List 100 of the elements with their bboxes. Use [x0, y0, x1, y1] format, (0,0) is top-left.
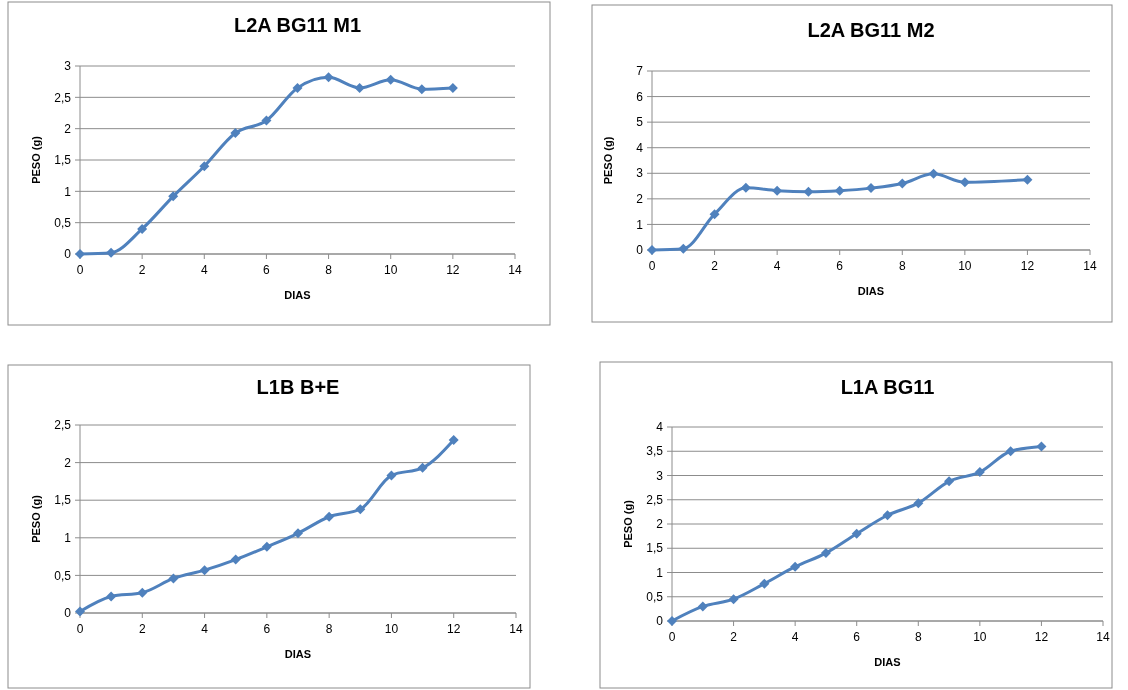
y-axis-title: PESO (g): [602, 136, 614, 185]
x-axis-title: DIAS: [284, 648, 312, 660]
point: [168, 191, 179, 202]
point: [75, 606, 85, 617]
x-tick-label: 2: [138, 263, 146, 277]
point: [416, 84, 427, 95]
y-tick-label: 2: [656, 517, 664, 532]
x-tick-label: 6: [836, 259, 844, 273]
x-tick-label: 0: [668, 630, 676, 644]
point: [709, 209, 720, 220]
point: [261, 541, 272, 552]
point: [168, 573, 179, 584]
point: [820, 548, 831, 559]
point: [772, 185, 783, 196]
x-tick-label: 8: [898, 259, 906, 273]
x-tick-label: 8: [325, 622, 333, 636]
point: [1005, 446, 1016, 457]
y-tick-label: 2,5: [54, 90, 72, 105]
y-tick-label: 1: [636, 217, 644, 232]
x-axis-title: DIAS: [874, 656, 901, 668]
x-tick-label: 2: [711, 259, 719, 273]
x-tick-label: 4: [200, 263, 208, 277]
y-tick-label: 1: [656, 565, 664, 580]
y-axis-title: PESO (g): [30, 494, 42, 543]
point: [292, 82, 303, 93]
y-tick-label: 2,5: [646, 492, 664, 507]
point: [137, 587, 148, 598]
y-tick-label: 1,5: [54, 153, 72, 168]
y-tick-label: 5: [636, 115, 644, 130]
x-tick-label: 4: [773, 259, 781, 273]
point: [959, 177, 970, 188]
point: [199, 161, 210, 172]
x-tick-label: 10: [958, 259, 972, 273]
x-tick-label: 14: [509, 622, 523, 636]
point: [803, 186, 814, 197]
point: [728, 594, 739, 605]
y-axis-title: PESO (g): [30, 135, 42, 184]
point: [354, 82, 365, 93]
x-tick-label: 8: [914, 630, 922, 644]
chart-title: L2A BG11 M2: [807, 19, 935, 41]
point: [386, 470, 397, 481]
y-tick-label: 2,5: [54, 418, 72, 433]
x-axis-title: DIAS: [857, 285, 885, 297]
point: [897, 178, 908, 189]
point: [106, 591, 117, 602]
point: [866, 183, 876, 194]
point: [199, 565, 210, 576]
point: [697, 601, 708, 612]
point: [1022, 174, 1033, 185]
point: [740, 182, 751, 193]
y-tick-label: 1: [64, 184, 72, 199]
point: [323, 72, 334, 83]
x-tick-label: 10: [973, 630, 987, 644]
point: [913, 498, 924, 509]
x-tick-label: 12: [447, 622, 461, 636]
y-tick-label: 1,5: [646, 541, 664, 556]
x-tick-label: 2: [730, 630, 738, 644]
y-tick-label: 0: [636, 243, 644, 258]
point: [678, 243, 689, 254]
y-tick-label: 3: [64, 59, 72, 74]
chart-title: L1A BG11: [840, 376, 935, 398]
x-tick-label: 12: [446, 263, 460, 277]
y-tick-label: 2: [64, 455, 72, 470]
point: [834, 185, 845, 196]
point: [417, 462, 428, 473]
y-tick-label: 0,5: [646, 589, 664, 604]
point: [448, 435, 459, 446]
point: [851, 528, 862, 539]
y-tick-label: 7: [636, 64, 644, 79]
point: [230, 554, 241, 565]
x-tick-label: 10: [384, 622, 399, 636]
point: [355, 504, 366, 515]
y-tick-label: 0: [64, 247, 72, 262]
x-tick-label: 6: [263, 622, 271, 636]
y-tick-label: 1,5: [54, 493, 72, 508]
x-axis-title: DIAS: [284, 289, 311, 301]
y-tick-label: 0: [64, 606, 72, 621]
point: [385, 74, 396, 85]
y-tick-label: 4: [656, 420, 664, 435]
y-axis-title: PESO (g): [622, 499, 634, 548]
x-tick-label: 4: [791, 630, 799, 644]
y-tick-label: 2: [636, 192, 644, 207]
x-tick-label: 0: [76, 263, 84, 277]
point: [106, 247, 117, 258]
point: [293, 528, 303, 539]
x-tick-label: 14: [508, 263, 522, 277]
x-tick-label: 2: [138, 622, 146, 636]
y-tick-label: 4: [636, 140, 644, 155]
point: [230, 128, 241, 139]
x-tick-label: 6: [263, 263, 271, 277]
point: [759, 578, 770, 589]
point: [1036, 441, 1047, 452]
point: [137, 223, 148, 234]
y-tick-label: 0,5: [54, 568, 72, 583]
point: [790, 561, 801, 572]
x-tick-label: 0: [76, 622, 84, 636]
y-tick-label: 3: [656, 468, 664, 483]
y-tick-label: 3,5: [646, 444, 664, 459]
y-tick-label: 6: [636, 89, 644, 104]
point: [928, 168, 939, 179]
